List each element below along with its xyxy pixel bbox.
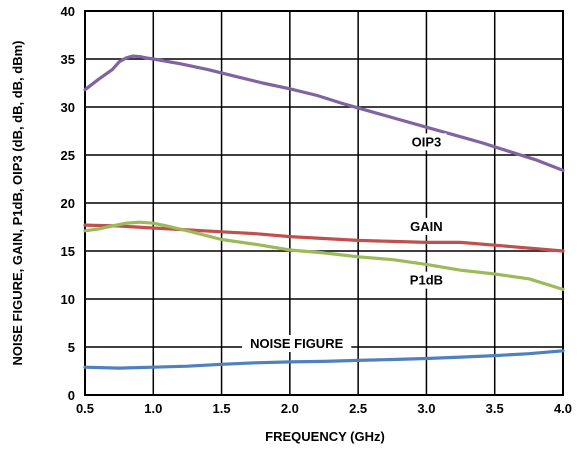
annotation-oip3: OIP3 <box>412 134 442 149</box>
y-tick-label: 15 <box>61 244 75 259</box>
series-line-p1db <box>83 220 565 291</box>
x-tick-label: 2.0 <box>281 401 299 416</box>
annotation-bg-oip3 <box>406 133 447 151</box>
series-layer <box>83 54 565 370</box>
y-tick-label: 0 <box>68 388 75 403</box>
y-tick-label: 30 <box>61 100 75 115</box>
annotation-bg-p1db <box>406 271 447 289</box>
y-axis-title: NOISE FIGURE, GAIN, P1dB, OIP3 (dB, dB, … <box>10 40 25 365</box>
x-tick-label: 2.5 <box>349 401 367 416</box>
series-line-noise-figure <box>83 349 565 370</box>
series-line-oip3 <box>83 54 565 172</box>
y-tick-label: 5 <box>68 340 75 355</box>
y-tick-labels: 0 5 10 15 20 25 30 35 40 <box>61 4 75 403</box>
y-tick-label: 10 <box>61 292 75 307</box>
series-annotations: OIP3 GAIN P1dB NOISE FIGURE <box>242 133 447 352</box>
plot-frame <box>84 10 564 396</box>
y-tick-label: 20 <box>61 196 75 211</box>
annotation-gain: GAIN <box>410 219 443 234</box>
x-tick-label: 3.0 <box>417 401 435 416</box>
annotation-noise-figure: NOISE FIGURE <box>250 336 344 351</box>
annotation-bg-noise-figure <box>242 335 352 352</box>
x-tick-label: 1.5 <box>213 401 231 416</box>
x-tick-labels: 0.5 1.0 1.5 2.0 2.5 3.0 3.5 4.0 <box>76 401 572 416</box>
x-tick-label: 3.5 <box>486 401 504 416</box>
series-line-gain <box>83 223 565 253</box>
y-tick-label: 35 <box>61 52 75 67</box>
y-tick-label: 25 <box>61 148 75 163</box>
annotation-bg-gain <box>406 217 447 235</box>
y-tick-label: 40 <box>61 4 75 19</box>
x-tick-label: 1.0 <box>144 401 162 416</box>
x-axis-title: FREQUENCY (GHz) <box>265 429 385 444</box>
x-tick-label: 4.0 <box>554 401 572 416</box>
x-tick-label: 0.5 <box>76 401 94 416</box>
annotation-p1db: P1dB <box>410 273 443 288</box>
